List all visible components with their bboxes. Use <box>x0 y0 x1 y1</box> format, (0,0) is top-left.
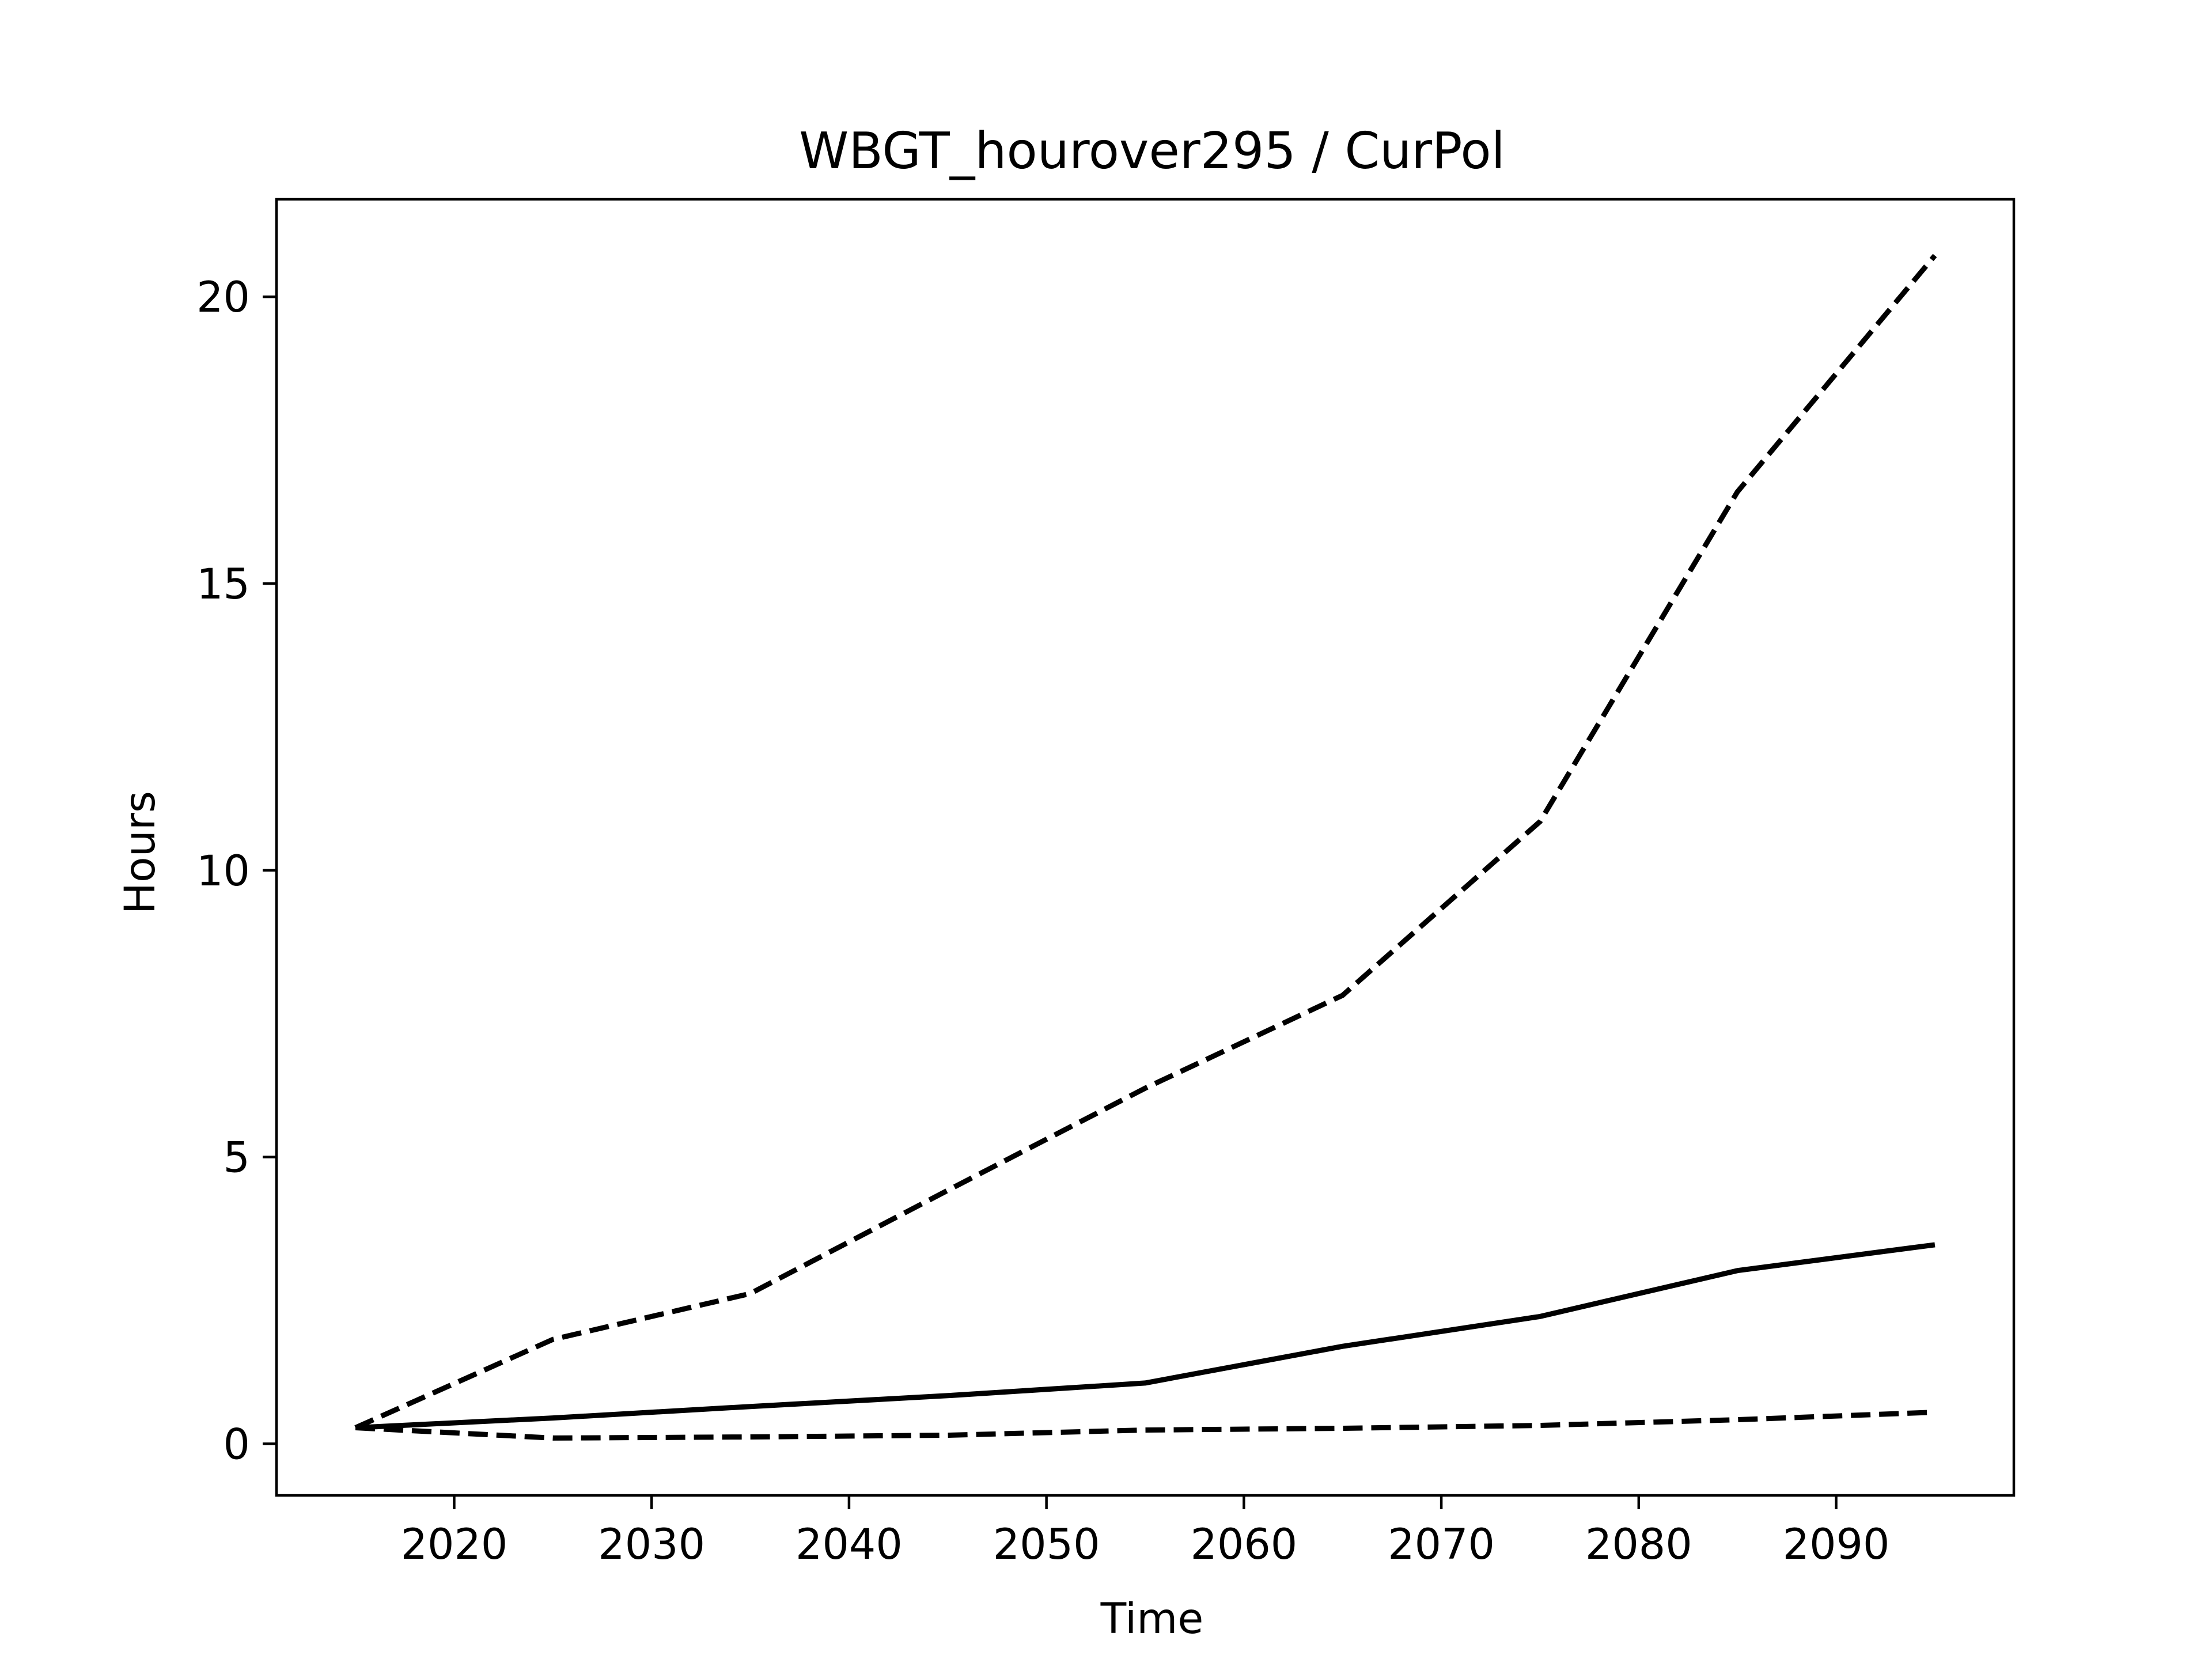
y-tick-label: 10 <box>196 847 250 896</box>
plot-lines <box>354 253 1937 1441</box>
x-axis-label: Time <box>1100 1594 1204 1643</box>
y-tick-label: 20 <box>196 273 250 322</box>
x-tick-label: 2050 <box>993 1520 1100 1569</box>
axis-ticks: 2020 2030 2040 2050 2060 2070 2080 2090 0 5 10 15 20 <box>196 273 1889 1569</box>
plot-frame <box>275 198 2016 1497</box>
series-line-1 <box>354 253 1937 1430</box>
x-tick-label: 2090 <box>1783 1520 1890 1569</box>
y-axis-label: Hours <box>116 791 165 914</box>
y-tick-label: 5 <box>224 1134 250 1183</box>
x-tick-label: 2080 <box>1585 1520 1692 1569</box>
chart-title: WBGT_hourover295 / CurPol <box>799 122 1505 180</box>
x-tick-label: 2030 <box>598 1520 705 1569</box>
x-tick-label: 2070 <box>1388 1520 1495 1569</box>
series-line-2 <box>355 1242 1936 1430</box>
x-tick-label: 2060 <box>1190 1520 1297 1569</box>
series-line-3 <box>355 1410 1936 1441</box>
x-tick-label: 2020 <box>401 1520 508 1569</box>
y-tick-label: 0 <box>224 1420 250 1469</box>
x-tick-label: 2040 <box>796 1520 903 1569</box>
y-tick-label: 15 <box>196 560 250 609</box>
